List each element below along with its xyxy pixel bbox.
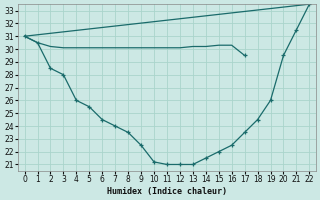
X-axis label: Humidex (Indice chaleur): Humidex (Indice chaleur): [107, 187, 227, 196]
